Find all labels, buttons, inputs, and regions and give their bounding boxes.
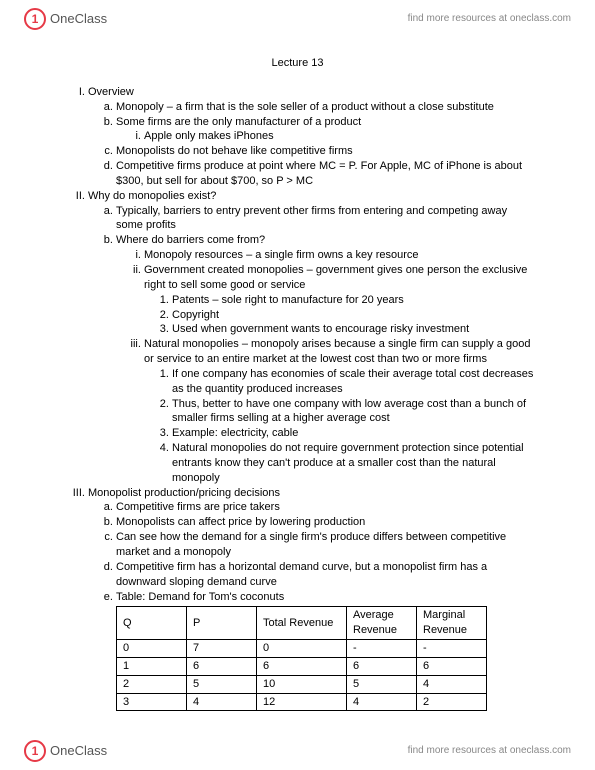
logo: 1 OneClass bbox=[24, 8, 107, 30]
footer-logo-icon: 1 bbox=[24, 740, 46, 762]
section: Overview Monopoly – a firm that is the so… bbox=[88, 85, 535, 189]
section-label: Overview bbox=[88, 86, 134, 98]
table-cell: 6 bbox=[347, 657, 417, 675]
sub-item-text: Apple only makes iPhones bbox=[144, 130, 274, 142]
outline-item: Where do barriers come from? Monopoly res… bbox=[116, 233, 535, 485]
subnum-item: Patents – sole right to manufacture for … bbox=[172, 293, 535, 308]
lecture-title: Lecture 13 bbox=[60, 56, 535, 71]
logo-text: OneClass bbox=[50, 10, 107, 28]
table-header: Average Revenue bbox=[347, 607, 417, 640]
subnum-item: Copyright bbox=[172, 308, 535, 323]
sub-item-text: Government created monopolies – governme… bbox=[144, 264, 527, 291]
subnum-item: Example: electricity, cable bbox=[172, 426, 535, 441]
table-header: Q bbox=[117, 607, 187, 640]
footer-tagline: find more resources at oneclass.com bbox=[408, 744, 571, 758]
section-items: Typically, barriers to entry prevent oth… bbox=[88, 204, 535, 486]
table-row: 251054 bbox=[117, 675, 487, 693]
outline-item-text: Can see how the demand for a single firm… bbox=[116, 531, 506, 558]
table-header: P bbox=[187, 607, 257, 640]
sub-item-text: Natural monopolies – monopoly arises bec… bbox=[144, 338, 530, 365]
table-cell: 7 bbox=[187, 640, 257, 658]
table-cell: 12 bbox=[257, 693, 347, 711]
table-row: 341242 bbox=[117, 693, 487, 711]
outline-item: Competitive firms produce at point where… bbox=[116, 159, 535, 189]
sub-item: Monopoly resources – a single firm owns … bbox=[144, 248, 535, 263]
table-row: 16666 bbox=[117, 657, 487, 675]
table-row: 070-- bbox=[117, 640, 487, 658]
subnum-item: Used when government wants to encourage … bbox=[172, 322, 535, 337]
table-cell: 0 bbox=[117, 640, 187, 658]
subnum-list: If one company has economies of scale th… bbox=[144, 367, 535, 486]
outline-item: Competitive firms are price takers bbox=[116, 500, 535, 515]
outline-item-text: Table: Demand for Tom's coconuts bbox=[116, 591, 284, 603]
section-label: Why do monopolies exist? bbox=[88, 190, 216, 202]
table-cell: - bbox=[347, 640, 417, 658]
table-cell: 1 bbox=[117, 657, 187, 675]
sub-list: Monopoly resources – a single firm owns … bbox=[116, 248, 535, 486]
outline-item: Table: Demand for Tom's coconuts QPTotal … bbox=[116, 590, 535, 712]
table-cell: 6 bbox=[417, 657, 487, 675]
outline-item-text: Typically, barriers to entry prevent oth… bbox=[116, 205, 507, 232]
table-cell: 0 bbox=[257, 640, 347, 658]
sub-item: Government created monopolies – governme… bbox=[144, 263, 535, 337]
sub-item-text: Monopoly resources – a single firm owns … bbox=[144, 249, 419, 261]
footer-logo: 1 OneClass bbox=[24, 740, 107, 762]
table-cell: 6 bbox=[187, 657, 257, 675]
sub-list: Apple only makes iPhones bbox=[116, 129, 535, 144]
outline-item: Monopoly – a firm that is the sole selle… bbox=[116, 100, 535, 115]
table-cell: 6 bbox=[257, 657, 347, 675]
footer-logo-text: OneClass bbox=[50, 742, 107, 760]
table-cell: 2 bbox=[117, 675, 187, 693]
outline-item-text: Monopolists can affect price by lowering… bbox=[116, 516, 365, 528]
outline-item: Typically, barriers to entry prevent oth… bbox=[116, 204, 535, 234]
subnum-item: If one company has economies of scale th… bbox=[172, 367, 535, 397]
outline-item: Monopolists can affect price by lowering… bbox=[116, 515, 535, 530]
table-header: Marginal Revenue bbox=[417, 607, 487, 640]
table-cell: 4 bbox=[347, 693, 417, 711]
subnum-item: Thus, better to have one company with lo… bbox=[172, 397, 535, 427]
outline-item-text: Monopoly – a firm that is the sole selle… bbox=[116, 101, 494, 113]
table-cell: 4 bbox=[417, 675, 487, 693]
section-items: Competitive firms are price takers Monopo… bbox=[88, 500, 535, 711]
table-cell: 5 bbox=[347, 675, 417, 693]
outline-item-text: Competitive firms produce at point where… bbox=[116, 160, 522, 187]
logo-icon: 1 bbox=[24, 8, 46, 30]
header: 1 OneClass find more resources at onecla… bbox=[0, 0, 595, 38]
table-cell: 10 bbox=[257, 675, 347, 693]
outline-item-text: Monopolists do not behave like competiti… bbox=[116, 145, 353, 157]
table-cell: 4 bbox=[187, 693, 257, 711]
outline-list: Overview Monopoly – a firm that is the so… bbox=[60, 85, 535, 712]
outline-item: Can see how the demand for a single firm… bbox=[116, 530, 535, 560]
section-items: Monopoly – a firm that is the sole selle… bbox=[88, 100, 535, 189]
demand-table: QPTotal RevenueAverage RevenueMarginal R… bbox=[116, 606, 487, 711]
subnum-item: Natural monopolies do not require govern… bbox=[172, 441, 535, 486]
table-cell: 5 bbox=[187, 675, 257, 693]
section: Monopolist production/pricing decisionsC… bbox=[88, 486, 535, 712]
table-cell: 3 bbox=[117, 693, 187, 711]
header-tagline: find more resources at oneclass.com bbox=[408, 12, 571, 26]
sub-item: Natural monopolies – monopoly arises bec… bbox=[144, 337, 535, 485]
outline-item-text: Competitive firms are price takers bbox=[116, 501, 280, 513]
section: Why do monopolies exist? Typically, barri… bbox=[88, 189, 535, 486]
footer: 1 OneClass find more resources at onecla… bbox=[0, 732, 595, 770]
table-cell: 2 bbox=[417, 693, 487, 711]
outline-item: Monopolists do not behave like competiti… bbox=[116, 144, 535, 159]
outline-item-text: Some firms are the only manufacturer of … bbox=[116, 116, 361, 128]
outline-item: Some firms are the only manufacturer of … bbox=[116, 115, 535, 145]
subnum-list: Patents – sole right to manufacture for … bbox=[144, 293, 535, 338]
table-cell: - bbox=[417, 640, 487, 658]
outline-item-text: Competitive firm has a horizontal demand… bbox=[116, 561, 487, 588]
sub-item: Apple only makes iPhones bbox=[144, 129, 535, 144]
section-label: Monopolist production/pricing decisions bbox=[88, 487, 280, 499]
document-content: Lecture 13 Overview Monopoly – a firm tha… bbox=[60, 56, 535, 711]
table-header: Total Revenue bbox=[257, 607, 347, 640]
outline-item-text: Where do barriers come from? bbox=[116, 234, 265, 246]
outline-item: Competitive firm has a horizontal demand… bbox=[116, 560, 535, 590]
